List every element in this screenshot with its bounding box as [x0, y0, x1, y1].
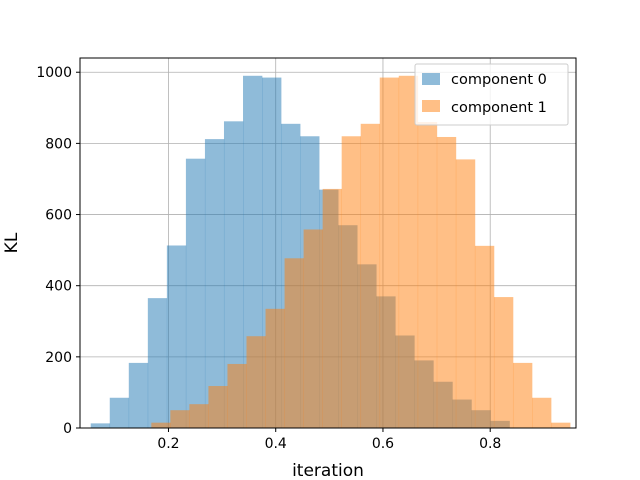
y-tick-label: 200 — [45, 350, 72, 366]
y-tick-label: 800 — [45, 136, 72, 152]
y-tick-label: 1000 — [36, 65, 72, 81]
legend-label-component-1: component 1 — [451, 100, 547, 116]
histogram-bar — [284, 258, 304, 428]
histogram-bar — [303, 229, 323, 428]
legend-swatch-component-0 — [422, 73, 440, 85]
histogram-bar — [493, 297, 514, 428]
histogram-bars — [90, 75, 571, 429]
histogram-bar — [551, 422, 571, 428]
histogram-bar — [512, 362, 533, 428]
histogram-bar — [360, 123, 381, 428]
x-tick-label: 0.4 — [265, 436, 287, 452]
histogram-bar — [322, 188, 342, 428]
histogram-bar — [417, 122, 438, 429]
histogram-bar — [204, 139, 225, 428]
axis-ticks: 0.2 0.4 0.6 0.8 0 200 400 600 800 1000 — [36, 65, 501, 452]
histogram-bar — [227, 363, 247, 428]
histogram-bar — [151, 422, 171, 428]
y-tick-label: 0 — [63, 421, 72, 437]
legend: component 0 component 1 — [414, 63, 569, 126]
series-component-1 — [151, 75, 571, 429]
histogram-bar — [147, 298, 168, 428]
histogram-bar — [532, 397, 552, 428]
histogram-bar — [246, 336, 266, 428]
histogram-bar — [90, 423, 111, 428]
plot-frame — [79, 57, 577, 429]
histogram-bar — [436, 136, 457, 428]
histogram-bar — [189, 404, 209, 428]
legend-label-component-0: component 0 — [451, 72, 547, 88]
histogram-bar — [166, 245, 187, 428]
y-tick-label: 400 — [45, 279, 72, 295]
histogram-bar — [379, 77, 400, 428]
y-axis-label: KL — [2, 232, 22, 253]
histogram-bar — [455, 159, 476, 428]
histogram-bar — [109, 397, 130, 428]
legend-box — [414, 63, 569, 126]
histogram-bar — [185, 158, 206, 429]
x-axis-label: iteration — [292, 461, 364, 480]
legend-swatch-component-1 — [422, 100, 440, 112]
histogram-bar — [474, 245, 495, 428]
histogram-bar — [208, 386, 228, 428]
histogram-bar — [223, 121, 244, 429]
y-tick-label: 600 — [45, 208, 72, 224]
histogram-bar — [341, 136, 362, 428]
histogram-bar — [398, 75, 419, 429]
histogram-bar — [265, 308, 285, 428]
x-tick-label: 0.6 — [372, 436, 394, 452]
histogram-bar — [128, 362, 149, 428]
x-tick-label: 0.2 — [157, 436, 179, 452]
x-tick-label: 0.8 — [479, 436, 501, 452]
histogram-bar — [170, 410, 190, 428]
